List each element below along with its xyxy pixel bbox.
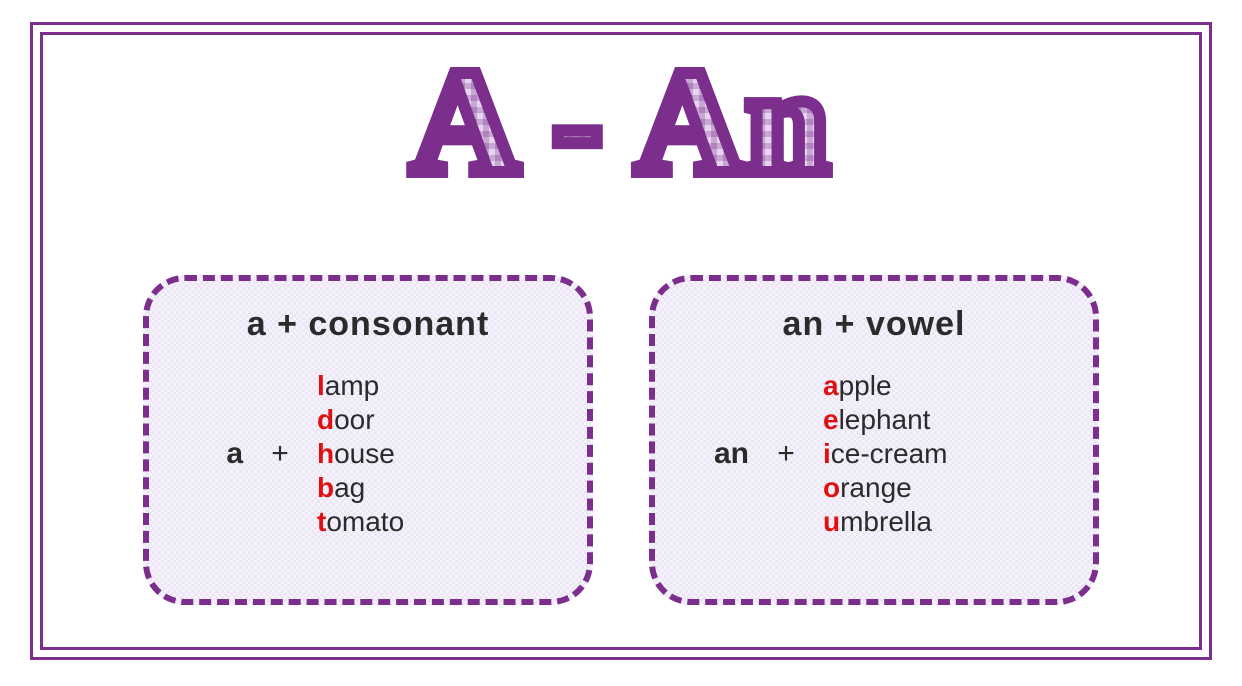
word-item: door (317, 404, 404, 436)
panel-heading: an + vowel (689, 305, 1059, 344)
panel-a-consonant: a + consonant a + lamp door house bag to… (143, 275, 593, 605)
word-list: apple elephant ice-cream orange umbrella (823, 370, 947, 538)
plus-operator: + (265, 437, 295, 471)
word-item: house (317, 438, 404, 470)
panels-container: a + consonant a + lamp door house bag to… (143, 275, 1099, 599)
outer-border: A - An a + consonant a + lamp door house… (30, 22, 1212, 660)
word-item: orange (823, 472, 947, 504)
word-item: apple (823, 370, 947, 402)
panel-an-vowel: an + vowel an + apple elephant ice-cream… (649, 275, 1099, 605)
rule-row: an + apple elephant ice-cream orange umb… (689, 370, 1059, 538)
plus-operator: + (771, 437, 801, 471)
word-item: bag (317, 472, 404, 504)
rule-row: a + lamp door house bag tomato (183, 370, 553, 538)
word-item: lamp (317, 370, 404, 402)
word-list: lamp door house bag tomato (317, 370, 404, 538)
article-an: an (689, 437, 749, 471)
inner-border: A - An a + consonant a + lamp door house… (40, 32, 1202, 650)
word-item: umbrella (823, 506, 947, 538)
word-item: ice-cream (823, 438, 947, 470)
title-text: A - An (43, 47, 1199, 197)
word-item: elephant (823, 404, 947, 436)
article-a: a (183, 437, 243, 471)
word-item: tomato (317, 506, 404, 538)
panel-heading: a + consonant (183, 305, 553, 344)
